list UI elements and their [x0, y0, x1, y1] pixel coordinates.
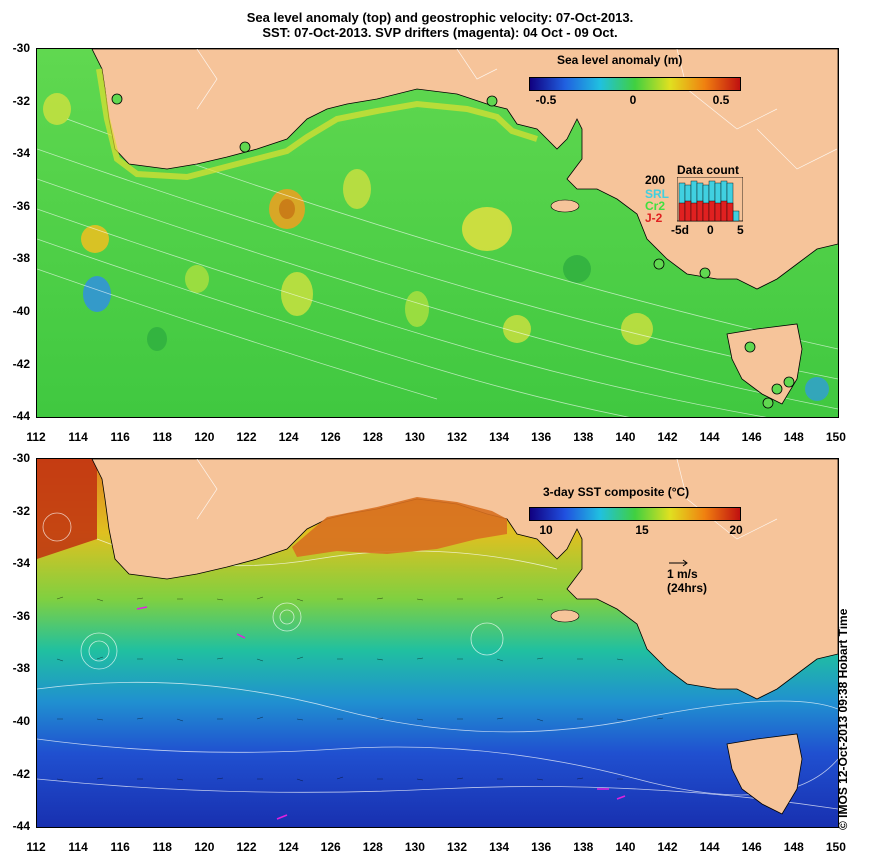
- x-tick-label: 136: [531, 430, 552, 444]
- data-count-title: Data count: [677, 163, 740, 177]
- x-tick-label: 118: [152, 840, 172, 854]
- x-tick-label: 116: [110, 840, 130, 854]
- y-tick-label: -40: [12, 304, 30, 318]
- data-count-y-tick: 200: [645, 173, 666, 187]
- x-tick-label: 120: [194, 430, 215, 444]
- sla-colorbar: [529, 77, 741, 91]
- tasmania-land-sst: [726, 733, 803, 815]
- x-tick-label: 120: [194, 840, 215, 854]
- x-tick-label: 132: [446, 430, 468, 444]
- data-count-x-tick-1: 0: [707, 223, 714, 237]
- sea-level-anomaly-map: Sea level anomaly (m) -0.5 0 0.5 Data co…: [36, 48, 839, 418]
- tide-gauges: [111, 93, 795, 409]
- x-tick-label: 148: [783, 840, 804, 854]
- y-tick-label: -30: [12, 41, 30, 55]
- data-count-series-srl: SRL: [645, 187, 669, 201]
- velocity-vectors: [56, 596, 664, 782]
- x-tick-label: 150: [825, 430, 846, 444]
- y-tick-label: -32: [12, 93, 30, 108]
- velocity-scale-note: (24hrs): [667, 581, 708, 595]
- x-tick-label: 138: [573, 840, 594, 854]
- sst-contours: [37, 512, 838, 810]
- x-tick-label: 146: [741, 840, 762, 854]
- y-tick-label: -36: [12, 198, 30, 213]
- x-tick-label: 118: [152, 430, 172, 444]
- y-tick-label: -42: [12, 356, 30, 371]
- y-tick-label: -38: [12, 661, 30, 676]
- x-tick-label: 132: [446, 840, 468, 854]
- data-count-x-tick-2: 5: [737, 223, 744, 237]
- copyright-text: © IMOS 12-Oct-2013 09:38 Hobart Time: [836, 608, 850, 830]
- x-tick-label: 112: [26, 840, 46, 854]
- x-tick-label: 114: [68, 430, 88, 444]
- y-tick-label: -42: [12, 766, 30, 781]
- sla-colorbar-tick-mid: 0: [629, 93, 637, 107]
- x-tick-label: 130: [404, 430, 425, 444]
- sst-colorbar-tick-20: 20: [729, 523, 743, 537]
- figure-title-line-1: Sea level anomaly (top) and geostrophic …: [246, 10, 634, 25]
- y-tick-label: -44: [12, 819, 30, 834]
- velocity-scale-arrow: [669, 559, 688, 567]
- y-tick-label: -40: [12, 714, 30, 728]
- y-tick-label: -34: [12, 146, 30, 161]
- svp-drifter-tracks: [136, 606, 626, 820]
- copyright-notice: © IMOS 12-Oct-2013 09:38 Hobart Time: [835, 470, 857, 830]
- sst-colorbar-title: 3-day SST composite (°C): [543, 485, 690, 499]
- kangaroo-island: [550, 199, 580, 213]
- data-count-x-tick-0: -5d: [671, 223, 689, 237]
- sst-colorbar-tick-10: 10: [539, 523, 553, 537]
- y-tick-label: -30: [12, 451, 30, 465]
- x-tick-label: 136: [531, 840, 552, 854]
- x-tick-label: 142: [657, 840, 678, 854]
- figure-title-line-2: SST: 07-Oct-2013. SVP drifters (magenta)…: [262, 25, 618, 40]
- x-tick-label: 140: [615, 430, 636, 444]
- x-tick-label: 116: [110, 430, 130, 444]
- x-tick-label: 122: [236, 840, 257, 854]
- x-tick-label: 114: [68, 840, 88, 854]
- y-tick-label: -34: [12, 556, 30, 571]
- x-tick-label: 144: [699, 840, 720, 854]
- sla-colorbar-tick-high: 0.5: [712, 93, 730, 107]
- x-tick-label: 126: [320, 840, 341, 854]
- x-tick-label: 124: [278, 430, 299, 444]
- x-tick-label: 134: [489, 840, 510, 854]
- data-count-histogram: [677, 177, 743, 222]
- sst-map: 3-day SST composite (°C) 10 15 20 1 m/s …: [36, 458, 839, 828]
- velocity-scale-label: 1 m/s: [667, 567, 698, 581]
- x-tick-label: 148: [783, 430, 804, 444]
- data-count-series-j2: J-2: [645, 211, 663, 225]
- x-tick-label: 126: [320, 430, 341, 444]
- x-tick-label: 128: [362, 840, 383, 854]
- x-tick-label: 142: [657, 430, 678, 444]
- y-tick-label: -44: [12, 409, 30, 424]
- x-tick-label: 130: [404, 840, 425, 854]
- x-tick-label: 138: [573, 430, 594, 444]
- x-tick-label: 112: [26, 430, 46, 444]
- sla-colorbar-tick-low: -0.5: [535, 93, 557, 107]
- sst-colorbar: [529, 507, 741, 521]
- y-tick-label: -36: [12, 608, 30, 623]
- australia-land: [91, 49, 838, 290]
- y-tick-label: -38: [12, 251, 30, 266]
- x-tick-label: 124: [278, 840, 299, 854]
- x-tick-label: 128: [362, 430, 383, 444]
- y-tick-label: -32: [12, 503, 30, 518]
- sst-colorbar-tick-15: 15: [635, 523, 649, 537]
- data-count-series-cr2: Cr2: [645, 199, 666, 213]
- x-tick-label: 144: [699, 430, 720, 444]
- x-tick-label: 150: [825, 840, 846, 854]
- sla-colorbar-title: Sea level anomaly (m): [557, 53, 683, 67]
- x-tick-label: 134: [489, 430, 510, 444]
- x-tick-label: 146: [741, 430, 762, 444]
- x-tick-label: 140: [615, 840, 636, 854]
- x-tick-label: 122: [236, 430, 257, 444]
